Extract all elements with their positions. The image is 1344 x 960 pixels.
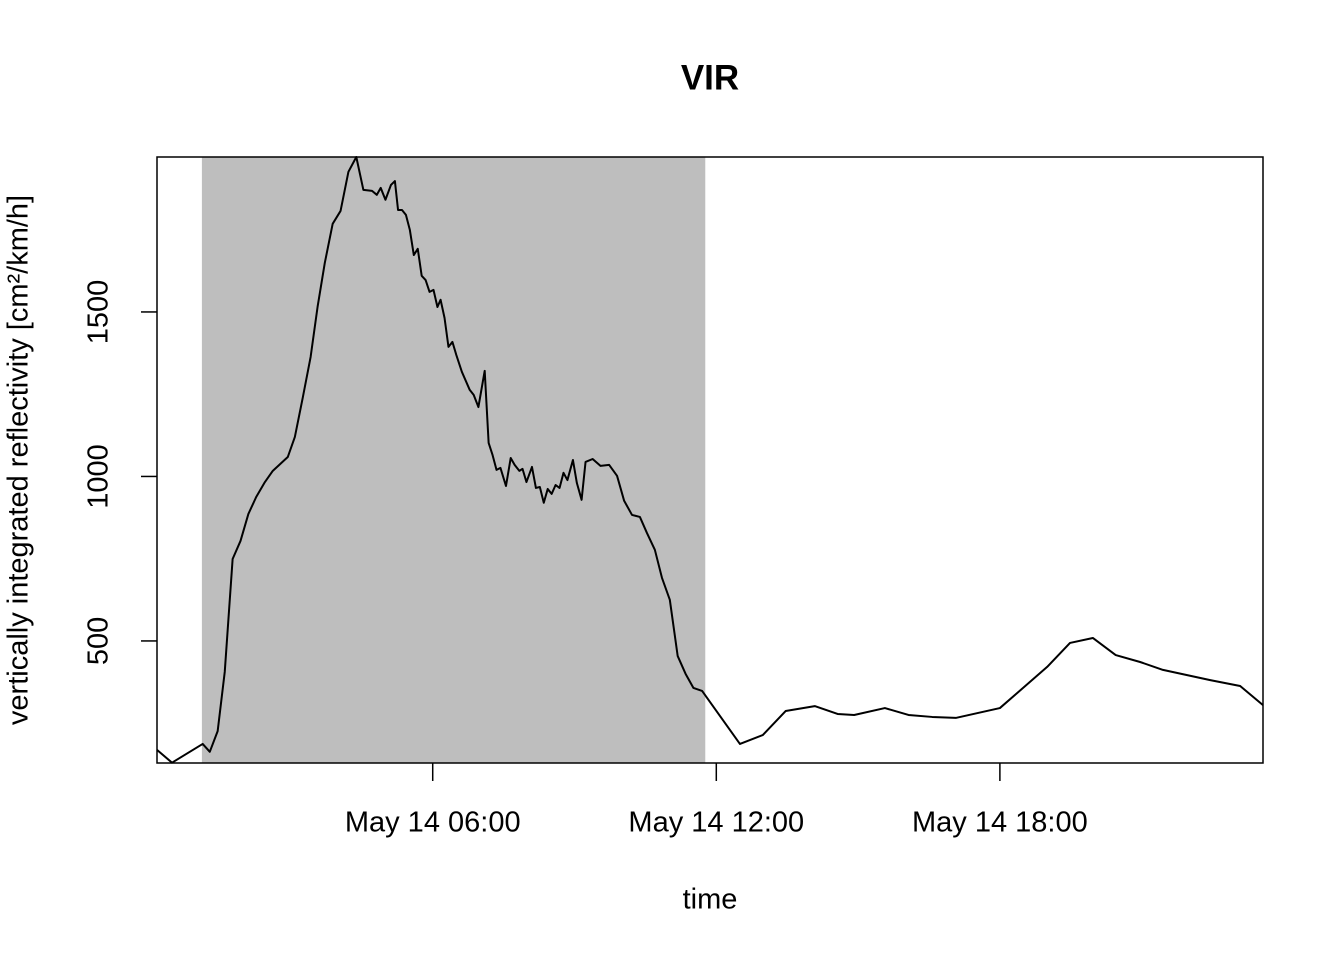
- chart-title: VIR: [681, 58, 739, 97]
- highlight-region: [201, 157, 706, 763]
- data-line: [156, 156, 1264, 764]
- y-tick-label: 1500: [83, 280, 115, 345]
- y-axis-label: vertically integrated reflectivity [cm²/…: [3, 195, 35, 725]
- x-axis-label: time: [683, 884, 738, 916]
- x-tick-label: May 14 12:00: [628, 807, 804, 839]
- x-tick-label: May 14 18:00: [912, 807, 1088, 839]
- y-tick-label: 1000: [83, 444, 115, 509]
- y-tick-label: 500: [83, 617, 115, 665]
- plot-frame: [156, 156, 1264, 764]
- x-tick-label: May 14 06:00: [345, 807, 521, 839]
